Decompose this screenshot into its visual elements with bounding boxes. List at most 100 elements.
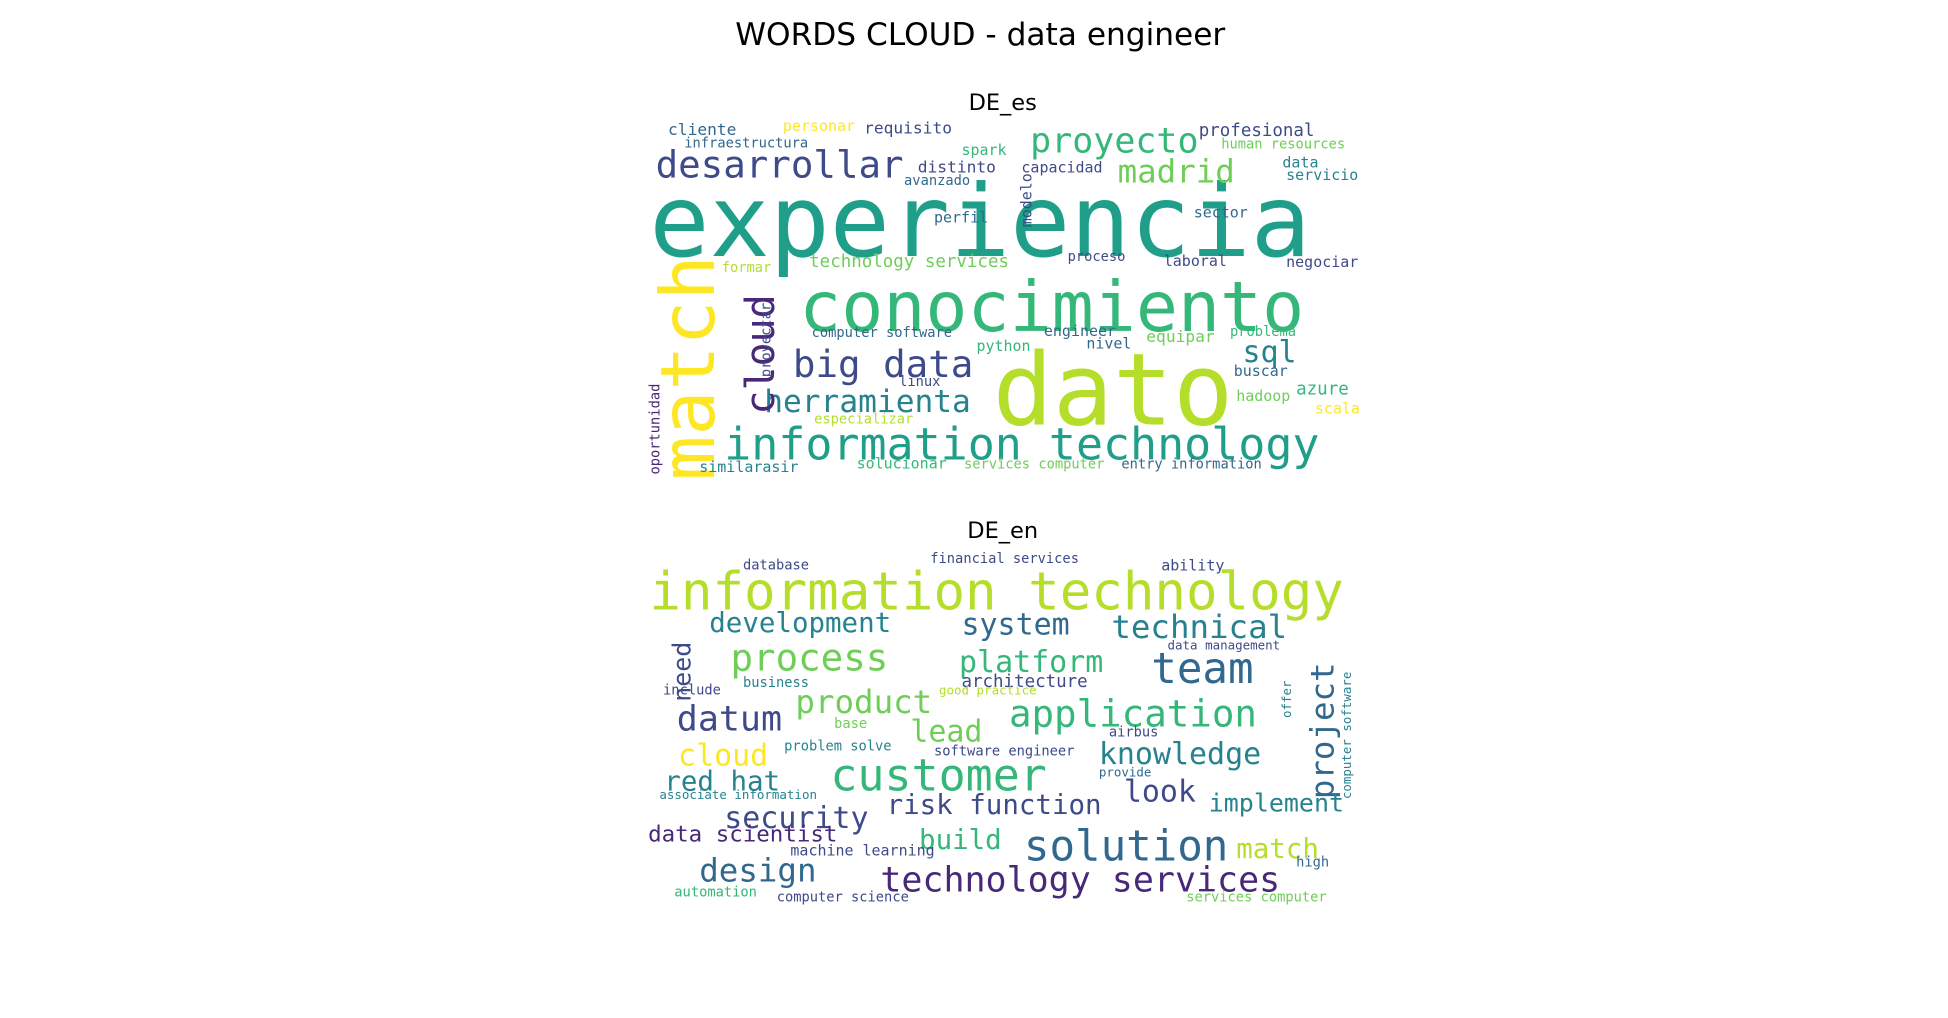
- word: perfil: [934, 208, 988, 226]
- word: equipar: [1146, 327, 1215, 346]
- word: proceso: [1068, 249, 1126, 265]
- word: team: [1151, 645, 1253, 694]
- word: datum: [677, 699, 782, 739]
- word: problema: [1230, 324, 1296, 340]
- word: proyecto: [1030, 121, 1198, 161]
- word: big data: [793, 342, 973, 386]
- word: oportunidad: [647, 384, 663, 475]
- word: laboral: [1164, 252, 1227, 270]
- word: provide: [1099, 765, 1152, 780]
- word: data scientist: [648, 822, 837, 848]
- word: red hat: [664, 766, 780, 797]
- word: solucionar: [857, 454, 947, 472]
- word: system: [961, 607, 1069, 642]
- word: especializar: [814, 411, 913, 427]
- word: database: [743, 557, 809, 573]
- panel-title: DE_en: [967, 518, 1038, 544]
- word: madrid: [1118, 152, 1235, 190]
- word: sector: [1194, 203, 1248, 221]
- word: services computer: [1186, 890, 1326, 906]
- word: buscar: [1234, 362, 1288, 380]
- word: desarrollar: [656, 142, 904, 186]
- word: hadoop: [1236, 387, 1290, 405]
- word: customer: [830, 748, 1046, 801]
- word: distinto: [918, 157, 996, 176]
- word: development: [709, 608, 891, 639]
- word: services computer: [964, 456, 1104, 472]
- word: formar: [722, 260, 772, 276]
- word: offer: [1279, 680, 1294, 718]
- word: include: [663, 682, 721, 698]
- word: architecture: [961, 672, 1087, 692]
- word: automation: [674, 885, 757, 901]
- word: cloud: [738, 294, 784, 414]
- word: security: [724, 801, 868, 836]
- word: requisito: [864, 119, 952, 138]
- word: proyectar: [758, 303, 774, 377]
- word: solution: [1024, 822, 1228, 871]
- word: computer software: [812, 325, 952, 341]
- word: lead: [910, 715, 982, 750]
- word: match: [1236, 834, 1319, 865]
- word: information technology: [649, 561, 1344, 622]
- word: servicio: [1286, 166, 1358, 184]
- panel-title: DE_es: [969, 90, 1037, 116]
- word: risk function: [887, 790, 1102, 821]
- word: design: [699, 852, 816, 890]
- word: infraestructura: [684, 135, 808, 151]
- word: machine learning: [790, 841, 934, 859]
- word: capacidad: [1021, 158, 1102, 176]
- word: negociar: [1286, 253, 1358, 271]
- word: azure: [1296, 380, 1349, 400]
- word: match: [644, 255, 732, 481]
- word: sql: [1242, 335, 1296, 370]
- word: human resources: [1221, 137, 1345, 153]
- word: platform: [959, 645, 1103, 680]
- word: experiencia: [649, 163, 1310, 280]
- word: modelo: [1017, 173, 1035, 227]
- word: computer science: [777, 890, 909, 906]
- word: scala: [1315, 399, 1360, 417]
- word: python: [976, 337, 1030, 355]
- word: good practice: [939, 682, 1037, 697]
- word: process: [730, 636, 888, 680]
- word: personar: [783, 117, 855, 135]
- word: computer software: [1339, 672, 1354, 800]
- word: cloud: [678, 738, 768, 773]
- word: avanzado: [904, 173, 970, 189]
- word: knowledge: [1099, 737, 1261, 772]
- word: look: [1124, 775, 1196, 810]
- word: herramienta: [764, 384, 971, 420]
- word: product: [795, 683, 932, 721]
- word: technology services: [809, 252, 1009, 272]
- word: nivel: [1086, 334, 1131, 352]
- word: engineer: [1044, 322, 1116, 340]
- word: spark: [961, 141, 1006, 159]
- word: data: [1282, 153, 1318, 171]
- word: entry information: [1121, 456, 1261, 472]
- word: application: [1009, 692, 1257, 736]
- word: high: [1296, 855, 1329, 871]
- word: cliente: [668, 120, 736, 139]
- word: technology services: [880, 861, 1280, 901]
- word: build: [919, 825, 1002, 856]
- figure-title: WORDS CLOUD - data engineer: [735, 17, 1225, 53]
- word: information technology: [724, 418, 1319, 471]
- word: data management: [1168, 637, 1281, 652]
- word: project: [1304, 662, 1342, 799]
- word-cloud: DE_esexperienciaconocimientodatomatchinf…: [644, 90, 1360, 481]
- word: implement: [1209, 789, 1344, 818]
- word: technical: [1111, 608, 1287, 646]
- word: dato: [993, 332, 1234, 449]
- word: software engineer: [934, 743, 1074, 759]
- word: need: [668, 642, 697, 702]
- word: base: [834, 716, 867, 732]
- word: associate information: [659, 787, 817, 802]
- word: conocimiento: [799, 267, 1304, 348]
- word: problem solve: [784, 738, 891, 754]
- word: ability: [1161, 557, 1224, 575]
